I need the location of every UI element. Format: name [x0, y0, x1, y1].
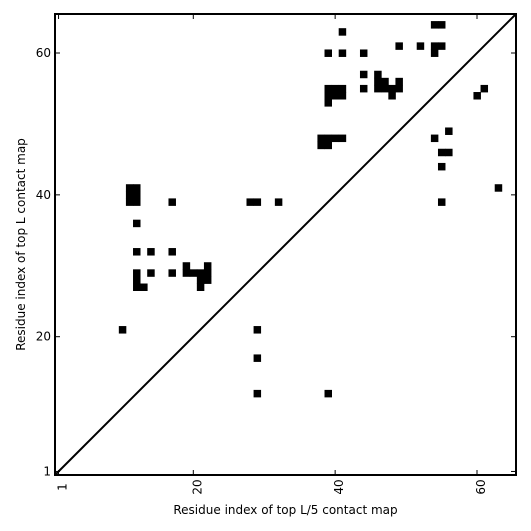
contact-cell — [374, 84, 382, 93]
contact-cell — [437, 198, 446, 206]
contact-cell — [168, 248, 176, 256]
contact-cell — [437, 148, 446, 157]
contact-cell — [324, 84, 332, 93]
contact-cell — [381, 84, 389, 93]
contact-cell — [125, 198, 134, 206]
contact-cell — [196, 269, 205, 277]
contact-cell — [338, 134, 347, 143]
contact-cell — [253, 354, 262, 362]
contact-cell — [437, 21, 446, 29]
contact-cell — [147, 248, 155, 256]
contact-cell — [388, 84, 396, 93]
diagonal-line — [54, 13, 517, 476]
contact-cell — [338, 84, 347, 93]
contact-cell — [182, 269, 191, 277]
plot-frame — [54, 13, 517, 476]
contact-cell — [133, 269, 141, 277]
contact-cell — [359, 49, 368, 57]
contact-cell — [445, 148, 453, 157]
contact-cell — [331, 84, 340, 93]
contact-cell — [253, 198, 262, 206]
contact-cell — [246, 198, 254, 206]
contact-cell — [118, 326, 127, 334]
contact-cell — [324, 389, 332, 398]
y-tick-label: 60 — [36, 46, 51, 60]
contact-cell — [196, 276, 205, 284]
contact-cell — [182, 262, 191, 270]
contact-cell — [331, 134, 340, 143]
contact-cell — [253, 326, 262, 334]
contact-cell — [331, 92, 340, 100]
contact-cell — [416, 42, 425, 50]
x-axis-label: Residue index of top L/5 contact map — [173, 503, 397, 517]
contact-cell — [430, 49, 439, 57]
contact-cell — [324, 49, 332, 57]
contact-cells — [118, 21, 503, 398]
contact-cell — [125, 184, 134, 192]
contact-cell — [133, 219, 141, 228]
contact-cell — [374, 70, 382, 79]
contact-cell — [395, 84, 403, 93]
contact-cell — [324, 92, 332, 100]
contact-cell — [430, 134, 439, 143]
contact-cell — [437, 42, 446, 50]
x-tick-label: 20 — [190, 479, 204, 494]
contact-cell — [203, 262, 212, 270]
contact-cell — [338, 28, 347, 36]
contact-cell — [168, 198, 176, 206]
contact-cell — [374, 77, 382, 86]
y-axis-label: Residue index of top L contact map — [14, 138, 28, 351]
y-tick-label: 20 — [36, 330, 51, 344]
contact-cell — [395, 42, 403, 50]
contact-cell — [381, 77, 389, 86]
contact-cell — [480, 84, 489, 93]
contact-cell — [338, 92, 347, 100]
contact-cell — [473, 92, 481, 100]
contact-cell — [324, 99, 332, 107]
contact-cell — [253, 389, 262, 398]
contact-cell — [430, 21, 439, 29]
contact-cell — [196, 283, 205, 291]
contact-cell — [359, 84, 368, 93]
contact-cell — [168, 269, 176, 277]
contact-cell — [317, 141, 325, 150]
contact-cell — [147, 269, 155, 277]
contact-cell — [189, 269, 198, 277]
contact-cell — [445, 127, 453, 135]
x-tick-label: 1 — [56, 483, 70, 491]
contact-cell — [395, 77, 403, 86]
contact-cell — [203, 269, 212, 277]
contact-cell — [437, 162, 446, 171]
contact-cell — [203, 276, 212, 284]
contact-cell — [125, 191, 134, 199]
contact-cell — [359, 70, 368, 79]
contact-cell — [274, 198, 283, 206]
axis-ticks: 1 20 40 60 1 20 40 60 — [36, 14, 516, 495]
contact-cell — [324, 141, 332, 150]
contact-cell — [324, 134, 332, 143]
contact-cell — [338, 49, 347, 57]
contact-cell — [494, 184, 503, 192]
contact-cell — [133, 248, 141, 256]
contact-cell — [140, 283, 148, 291]
contact-cell — [133, 184, 141, 192]
contact-cell — [133, 283, 141, 291]
x-tick-label: 60 — [474, 479, 488, 494]
contact-cell — [430, 42, 439, 50]
contact-cell — [388, 92, 396, 100]
contact-cell — [133, 198, 141, 206]
y-tick-label: 1 — [43, 464, 51, 478]
contact-cell — [317, 134, 325, 143]
contact-cell — [133, 191, 141, 199]
contact-cell — [133, 276, 141, 284]
y-tick-label: 40 — [36, 188, 51, 202]
x-tick-label: 40 — [332, 479, 346, 494]
